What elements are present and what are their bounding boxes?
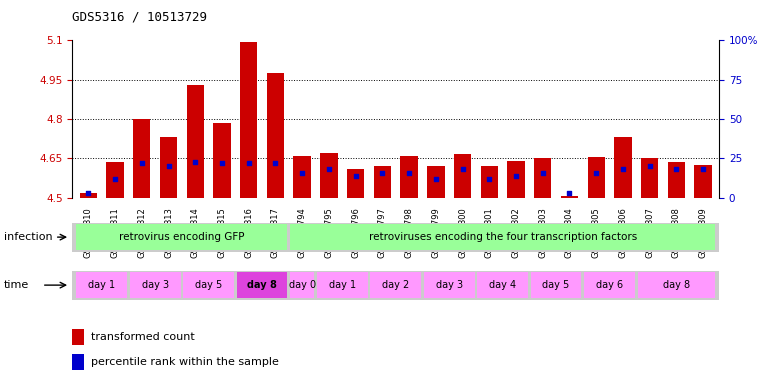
- Bar: [133, 119, 151, 198]
- Bar: [294, 156, 310, 198]
- Point: [537, 169, 549, 175]
- Bar: [584, 272, 635, 298]
- Bar: [186, 85, 204, 198]
- Bar: [667, 162, 685, 198]
- Bar: [371, 272, 421, 298]
- Point: [296, 169, 308, 175]
- Bar: [72, 354, 84, 370]
- Text: retrovirus encoding GFP: retrovirus encoding GFP: [119, 232, 244, 242]
- Bar: [695, 165, 712, 198]
- Point: [644, 163, 656, 169]
- Bar: [107, 162, 124, 198]
- Bar: [267, 73, 284, 198]
- Text: transformed count: transformed count: [91, 332, 194, 342]
- Text: day 2: day 2: [382, 280, 409, 290]
- Bar: [641, 158, 658, 198]
- Bar: [130, 272, 180, 298]
- Point: [617, 166, 629, 172]
- Point: [135, 160, 148, 166]
- Bar: [76, 224, 288, 250]
- Bar: [424, 272, 475, 298]
- Text: GDS5316 / 10513729: GDS5316 / 10513729: [72, 11, 207, 24]
- Bar: [80, 192, 97, 198]
- Text: day 5: day 5: [195, 280, 222, 290]
- Text: retroviruses encoding the four transcription factors: retroviruses encoding the four transcrip…: [368, 232, 637, 242]
- Bar: [72, 271, 719, 300]
- Text: day 4: day 4: [489, 280, 516, 290]
- Text: percentile rank within the sample: percentile rank within the sample: [91, 357, 279, 367]
- Bar: [454, 154, 471, 198]
- Bar: [530, 272, 581, 298]
- Text: day 5: day 5: [543, 280, 570, 290]
- Point: [483, 176, 495, 182]
- Bar: [160, 137, 177, 198]
- Bar: [76, 272, 127, 298]
- Text: day 8: day 8: [247, 280, 277, 290]
- Bar: [400, 156, 418, 198]
- Point: [243, 160, 255, 166]
- Point: [697, 166, 709, 172]
- Point: [162, 163, 174, 169]
- Point: [403, 169, 416, 175]
- Point: [323, 166, 335, 172]
- Bar: [72, 329, 84, 345]
- Bar: [374, 166, 391, 198]
- Text: day 3: day 3: [142, 280, 169, 290]
- Point: [189, 159, 202, 165]
- Bar: [237, 272, 288, 298]
- Bar: [508, 161, 524, 198]
- Point: [82, 190, 94, 196]
- Text: day 6: day 6: [596, 280, 623, 290]
- Bar: [317, 272, 368, 298]
- Bar: [587, 157, 605, 198]
- Bar: [347, 169, 365, 198]
- Bar: [72, 223, 719, 252]
- Bar: [183, 272, 234, 298]
- Bar: [481, 166, 498, 198]
- Text: day 8: day 8: [663, 280, 690, 290]
- Bar: [534, 158, 552, 198]
- Point: [349, 173, 361, 179]
- Point: [376, 169, 388, 175]
- Bar: [561, 197, 578, 198]
- Text: day 0: day 0: [288, 280, 316, 290]
- Point: [563, 190, 575, 196]
- Bar: [614, 137, 632, 198]
- Text: time: time: [4, 280, 29, 290]
- Text: day 1: day 1: [329, 280, 356, 290]
- Point: [457, 166, 469, 172]
- Point: [269, 160, 282, 166]
- Text: day 3: day 3: [435, 280, 463, 290]
- Bar: [477, 272, 528, 298]
- Point: [430, 176, 442, 182]
- Text: day 1: day 1: [88, 280, 115, 290]
- Point: [510, 173, 522, 179]
- Point: [590, 169, 602, 175]
- Bar: [290, 272, 314, 298]
- Bar: [427, 166, 444, 198]
- Text: infection: infection: [4, 232, 53, 242]
- Bar: [320, 153, 338, 198]
- Point: [109, 176, 121, 182]
- Bar: [240, 41, 257, 198]
- Point: [670, 166, 683, 172]
- Bar: [213, 123, 231, 198]
- Bar: [290, 224, 715, 250]
- Point: [216, 160, 228, 166]
- Bar: [638, 272, 715, 298]
